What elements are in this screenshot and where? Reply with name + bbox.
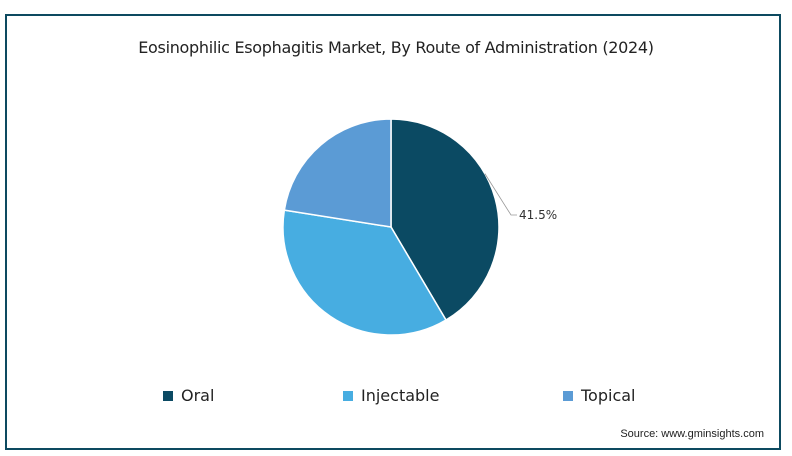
pie-slice-topical: [283, 118, 392, 228]
legend-swatch-topical: [563, 390, 573, 401]
legend-item-injectable: Injectable: [343, 386, 439, 405]
source-note: Source: www.gminsights.com: [620, 428, 764, 440]
legend-label: Topical: [581, 386, 636, 405]
legend-item-topical: Topical: [563, 386, 636, 405]
data-label-leader: [484, 173, 517, 216]
pie-slice-injectable: [282, 209, 448, 336]
pie-slice-oral: [390, 118, 500, 321]
legend-item-oral: Oral: [163, 386, 214, 405]
legend-swatch-injectable: [343, 390, 353, 401]
chart-title: Eosinophilic Esophagitis Market, By Rout…: [138, 38, 654, 57]
legend-swatch-oral: [163, 390, 173, 401]
data-label-oral: 41.5%: [519, 208, 557, 222]
legend-label: Oral: [181, 386, 215, 405]
legend-label: Injectable: [361, 386, 440, 405]
